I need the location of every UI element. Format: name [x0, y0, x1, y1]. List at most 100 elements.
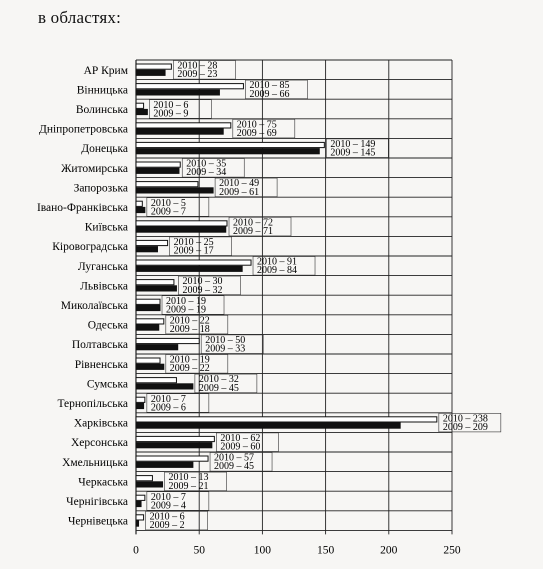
bar-2009	[135, 167, 180, 174]
bar-2009	[135, 363, 165, 370]
value-label-2010: 2010 – 49	[219, 178, 259, 189]
category-label: Волинська	[76, 104, 128, 116]
bar-2009	[135, 442, 213, 449]
bar-2009	[135, 422, 401, 429]
value-label-box	[169, 236, 232, 256]
category-label: Одеська	[88, 320, 128, 332]
value-label-2010: 2010 – 72	[233, 217, 273, 228]
category-label: Дніпропетровська	[39, 124, 128, 136]
value-label-box	[181, 158, 245, 178]
value-label-box	[164, 471, 227, 492]
value-label-2010: 2010 – 57	[214, 453, 254, 464]
bar-2009	[135, 324, 160, 331]
value-label-2009: 2009 – 84	[257, 265, 297, 276]
value-label-box	[178, 275, 241, 296]
value-label-box	[438, 412, 502, 433]
x-tick-label: 250	[443, 544, 461, 556]
value-label-2009: 2009 – 71	[233, 226, 273, 237]
x-tick-label: 150	[317, 544, 335, 556]
x-tick-label: 200	[380, 544, 398, 556]
category-label: Черкаська	[78, 476, 128, 488]
value-label-2010: 2010 – 32	[199, 374, 239, 385]
bar-2010	[135, 141, 325, 149]
category-label: Київська	[85, 222, 128, 234]
value-label-2010: 2010 – 35	[186, 159, 226, 170]
bar-2009	[135, 246, 158, 253]
value-label-box	[209, 452, 273, 472]
bar-2009	[135, 226, 227, 233]
category-label: Миколаївська	[61, 300, 128, 312]
value-label-2009: 2009 – 69	[237, 128, 277, 139]
bar-2009	[135, 461, 194, 468]
bar-2010	[135, 200, 143, 207]
value-label-box	[326, 138, 389, 158]
bar-2010	[135, 239, 169, 247]
value-label-box	[245, 79, 308, 99]
value-label-2009: 2009 – 23	[177, 69, 217, 80]
value-label-2010: 2010 – 6	[150, 511, 185, 522]
value-label-2010: 2010 – 5	[151, 198, 186, 209]
bar-2010	[135, 122, 232, 129]
category-label: Чернігівська	[66, 496, 128, 508]
bar-2009	[135, 265, 243, 272]
bar-2010	[135, 396, 146, 403]
bar-2010	[135, 279, 175, 286]
category-label: Вінницька	[77, 84, 128, 96]
value-label-2009: 2009 – 32	[182, 285, 222, 296]
value-label-box	[165, 354, 229, 374]
value-label-2009: 2009 – 9	[153, 108, 188, 119]
value-label-2009: 2009 – 145	[330, 148, 375, 159]
category-label: Чернівецька	[68, 516, 128, 528]
value-label-2009: 2009 – 19	[166, 304, 206, 315]
bar-2010	[135, 83, 244, 90]
bar-2009	[135, 500, 142, 508]
bar-2009	[135, 206, 146, 214]
bar-2009	[135, 520, 140, 527]
value-label-2009: 2009 – 61	[219, 187, 259, 198]
value-label-2010: 2010 – 85	[249, 80, 289, 91]
value-label-2009: 2009 – 4	[151, 500, 186, 511]
value-label-2010: 2010 – 13	[169, 472, 209, 483]
value-label-2010: 2010 – 28	[177, 61, 217, 72]
bar-2009	[135, 148, 320, 155]
value-label-box	[146, 197, 210, 217]
value-label-2009: 2009 – 2	[150, 520, 185, 531]
bar-2010	[135, 514, 145, 521]
value-label-2010: 2010 – 6	[153, 100, 188, 111]
bar-2010	[135, 455, 209, 462]
value-label-2010: 2010 – 75	[237, 119, 277, 130]
value-label-2009: 2009 – 60	[220, 442, 260, 453]
value-label-2010: 2010 – 50	[205, 335, 245, 346]
value-label-box	[161, 295, 225, 315]
value-label-2010: 2010 – 19	[166, 296, 206, 307]
value-label-box	[165, 314, 229, 335]
bar-2010	[135, 337, 200, 345]
bar-2009	[135, 108, 148, 116]
value-label-2009: 2009 – 209	[443, 422, 488, 433]
bar-2009	[135, 481, 164, 488]
bar-2010	[135, 475, 153, 482]
value-label-box	[200, 334, 264, 354]
value-label-box	[145, 510, 208, 531]
category-label: Тернопільська	[57, 398, 128, 410]
value-label-2009: 2009 – 17	[174, 246, 214, 257]
value-label-2010: 2010 – 19	[170, 355, 210, 366]
bar-2010	[135, 161, 181, 168]
bar-2010	[135, 416, 438, 423]
value-label-2009: 2009 – 21	[169, 481, 209, 492]
value-label-box	[252, 256, 316, 276]
value-label-2009: 2009 – 33	[205, 344, 245, 355]
value-label-2009: 2009 – 7	[151, 206, 186, 217]
category-label: АР Крим	[84, 65, 129, 77]
bar-2009	[135, 128, 224, 135]
value-label-box	[149, 99, 212, 119]
x-tick-label: 50	[193, 544, 205, 556]
value-label-box	[146, 393, 210, 413]
value-label-2009: 2009 – 45	[214, 461, 254, 472]
bar-2010	[135, 259, 252, 266]
value-label-2010: 2010 – 238	[443, 413, 488, 424]
bar-2010	[135, 181, 199, 188]
bar-2009	[135, 285, 177, 292]
bar-2010	[135, 494, 146, 501]
category-label: Рівненська	[75, 359, 128, 371]
